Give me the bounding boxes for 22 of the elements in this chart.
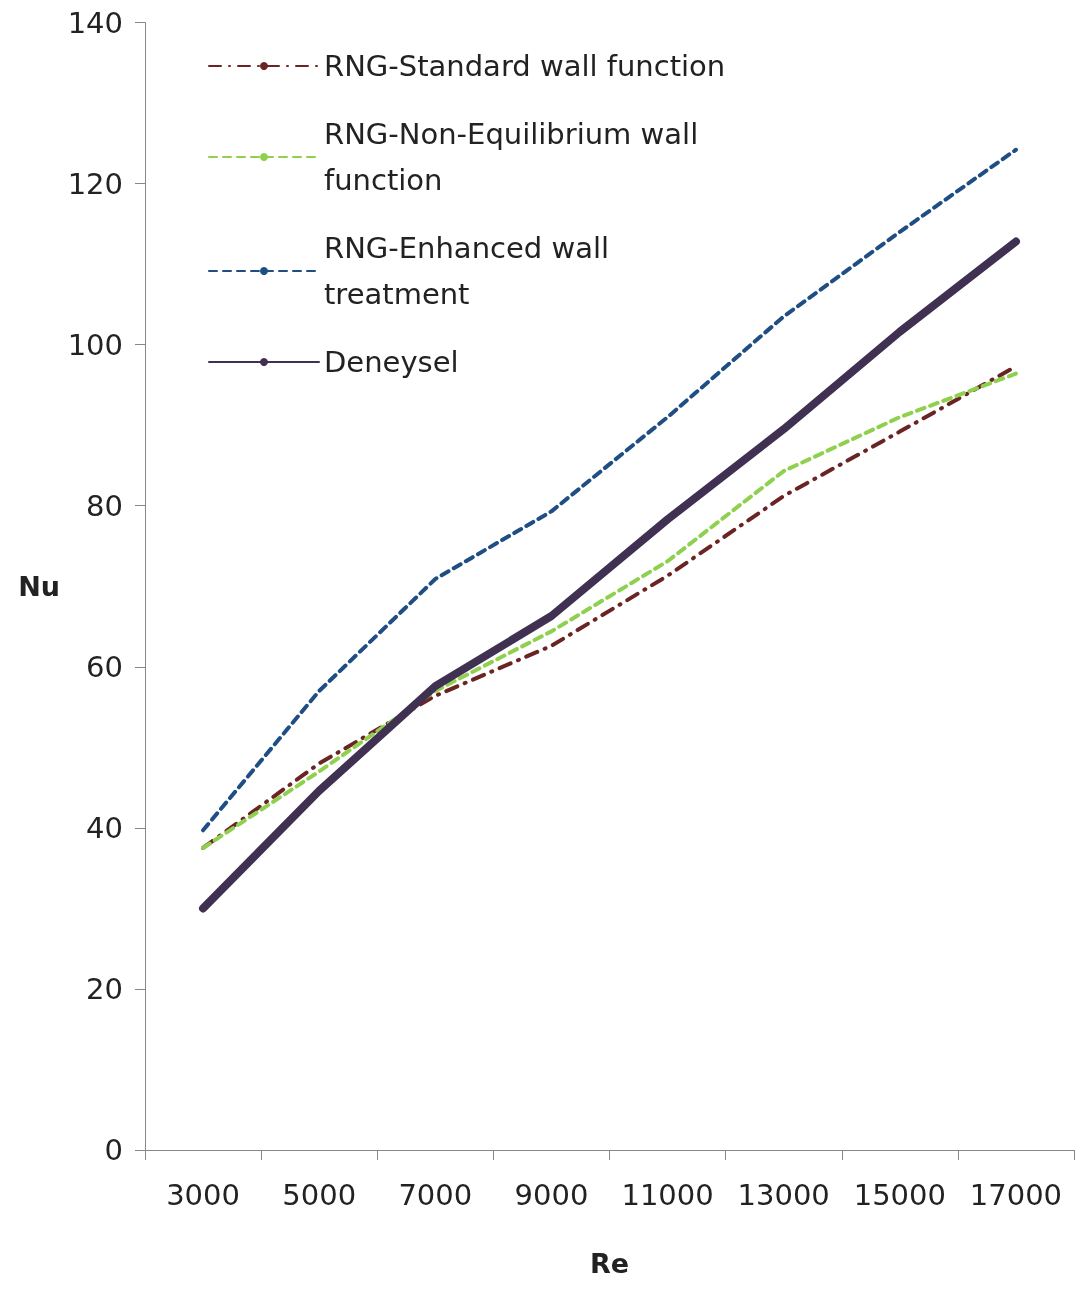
- y-tick-label: 80: [86, 488, 123, 523]
- y-tick-label: 60: [86, 649, 123, 684]
- x-tick-label: 9000: [514, 1177, 589, 1212]
- y-tick-label: 100: [67, 327, 123, 362]
- x-tick-label: 15000: [853, 1177, 946, 1212]
- x-axis-title: Re: [589, 1248, 630, 1279]
- x-tick-label: 3000: [166, 1177, 240, 1212]
- x-tick-label: 5000: [282, 1177, 357, 1212]
- legend-label: Deneysel: [324, 345, 459, 379]
- x-tick-label: 13000: [737, 1177, 830, 1212]
- x-tick-label: 7000: [398, 1177, 473, 1212]
- x-tick-label: 11000: [621, 1177, 714, 1212]
- y-tick-label: 140: [67, 5, 123, 40]
- y-axis-title: Nu: [18, 570, 60, 602]
- legend-label: RNG-Standard wall function: [324, 49, 726, 83]
- legend-label: RNG-Non-Equilibrium wall function: [324, 117, 708, 197]
- y-tick-label: 120: [67, 166, 123, 201]
- y-tick-label: 0: [104, 1133, 123, 1167]
- x-tick-label: 17000: [969, 1177, 1063, 1212]
- y-tick-label: 40: [86, 810, 123, 845]
- legend-label: RNG-Enhanced wall treatment: [324, 231, 619, 311]
- y-tick-label: 20: [86, 971, 123, 1006]
